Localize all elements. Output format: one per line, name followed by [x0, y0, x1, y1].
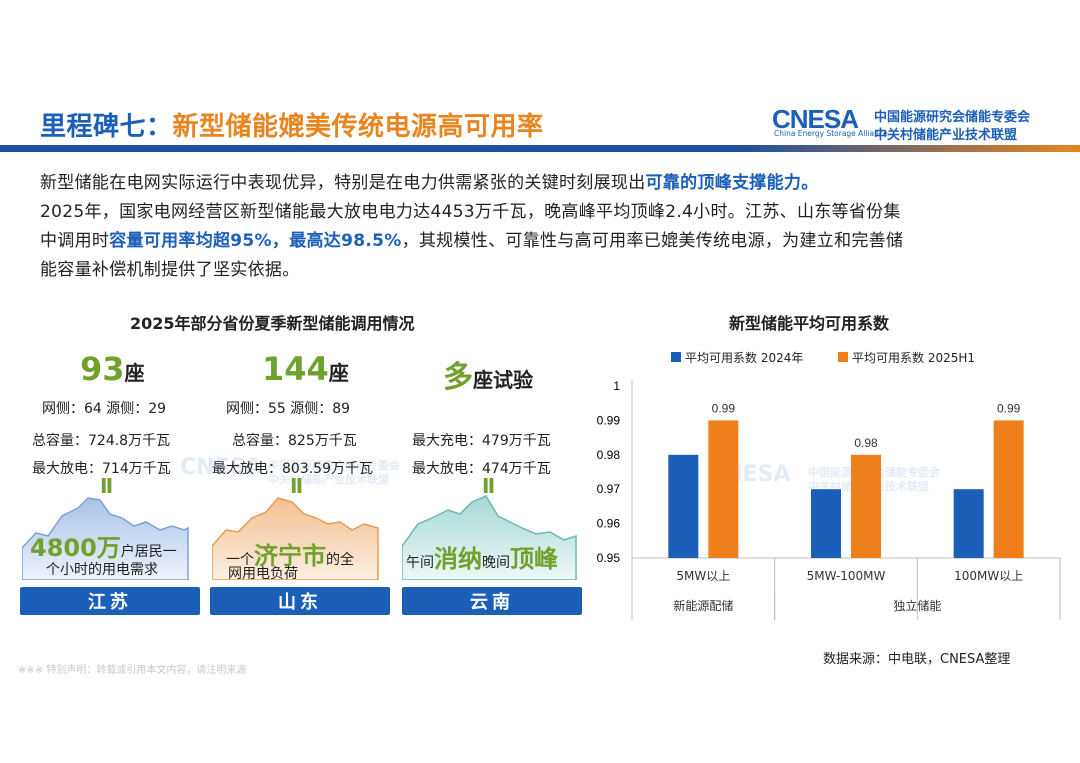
legend-label-2024: 平均可用系数 2024年 [685, 351, 804, 365]
legend-swatch-2024 [671, 352, 681, 362]
bar-2024 [811, 489, 841, 558]
intro-text: ，其规模性、可靠性与高可用率已媲美传统电源，为建立和完善储 [401, 231, 904, 251]
jiangsu-count-unit: 座 [124, 361, 145, 385]
shandong-grid-source: 网侧：55 源侧：89 [226, 401, 351, 417]
province-label-yunnan: 云南 [402, 587, 582, 615]
shandong-max-discharge: 最大放电：803.59万千瓦 [212, 461, 373, 477]
shandong-count-number: 144 [262, 350, 329, 388]
bar-data-label: 0.98 [854, 436, 878, 450]
jiangsu-highlight-line-2: 个小时的用电需求 [46, 562, 158, 578]
cnesa-logo: CNESA [772, 104, 859, 134]
yunnan-highlight: 午间消纳晚间顶峰 [406, 539, 558, 574]
yunnan-highlight-text: 午间 [406, 555, 434, 571]
page-title: 里程碑七：新型储能媲美传统电源高可用率 [40, 106, 544, 143]
jiangsu-highlight-text: 户居民一 [120, 544, 177, 560]
bar-data-label: 0.99 [712, 401, 736, 415]
shandong-count-unit: 座 [328, 361, 349, 385]
intro-emphasis: 容量可用率均超95%，最高达98.5% [109, 231, 402, 251]
x-category-label: 5MW以上 [676, 569, 730, 583]
y-tick-label: 0.98 [597, 448, 621, 462]
intro-line-3: 中调用时容量可用率均超95%，最高达98.5%，其规模性、可靠性与高可用率已媲美… [40, 226, 903, 251]
jiangsu-highlight-line-1: 4800万户居民一 [30, 528, 177, 563]
legend-label-2025h1: 平均可用系数 2025H1 [852, 351, 976, 365]
logo-chinese-name-2: 中关村储能产业技术联盟 [874, 128, 1018, 143]
jiangsu-load-curve [22, 497, 189, 580]
yunnan-count: 多座试验 [443, 352, 533, 396]
jiangsu-equals-icon: Ⅱ [100, 474, 114, 498]
yunnan-equals-icon: Ⅱ [482, 474, 496, 498]
yunnan-max-discharge: 最大放电：474万千瓦 [412, 461, 551, 477]
disclaimer: ※※※ 特别声明：转载或引用本文内容，请注明来源 [18, 665, 247, 676]
jiangsu-grid-source: 网侧：64 源侧：29 [42, 401, 167, 417]
shandong-highlight-text: 一个 [226, 552, 254, 568]
shandong-capacity: 总容量：825万千瓦 [232, 433, 357, 449]
watermark-text-2: 中关村储能产业技术联盟 [268, 473, 389, 486]
bar-2025h1 [851, 454, 881, 558]
intro-emphasis: 可靠的顶峰支撑能力。 [645, 173, 819, 193]
bar-2024 [953, 489, 984, 558]
province-label-shandong: 山东 [210, 587, 390, 615]
jiangsu-count: 93座 [80, 350, 145, 388]
y-tick-label: 0.97 [597, 482, 621, 496]
chart-title: 新型储能平均可用系数 [729, 314, 890, 333]
bar-chart: 0.95 0.96 0.97 0.98 0.99 1 0.99 5MW以上 0.98 5MW-10… [597, 379, 1061, 620]
watermark-logo: CNESA [180, 455, 263, 480]
x-category-label: 100MW以上 [954, 569, 1023, 583]
x-group-label: 独立储能 [893, 598, 941, 613]
logo-english-name: China Energy Storage Alliance [774, 129, 888, 138]
intro-text: 中调用时 [40, 231, 110, 251]
bar-2025h1 [993, 420, 1024, 558]
yunnan-count-number: 多 [443, 360, 473, 395]
shandong-highlight-text: 的全 [326, 552, 354, 568]
yunnan-highlight-text: 晚间 [482, 555, 510, 571]
y-tick-label: 0.95 [597, 551, 621, 565]
title-main: 新型储能媲美传统电源高可用率 [172, 112, 544, 142]
bar-data-label: 0.99 [997, 401, 1021, 415]
x-category-label: 5MW-100MW [807, 569, 886, 583]
intro-text: 新型储能在电网实际运行中表现优异，特别是在电力供需紧张的关键时刻展现出 [40, 173, 646, 193]
x-group-label: 新能源配储 [673, 598, 733, 613]
shandong-load-curve [212, 497, 379, 580]
jiangsu-capacity: 总容量：724.8万千瓦 [32, 433, 171, 449]
yunnan-load-curve [402, 495, 577, 580]
jiangsu-highlight-number: 4800万 [30, 534, 121, 562]
jiangsu-max-discharge: 最大放电：714万千瓦 [32, 461, 171, 477]
yunnan-count-unit: 座试验 [473, 368, 533, 392]
shandong-count: 144座 [262, 350, 349, 388]
logo-chinese-name-1: 中国能源研究会储能专委会 [874, 110, 1031, 125]
intro-line-4: 能容量补偿机制提供了坚实依据。 [40, 260, 300, 280]
shandong-highlight-line-2: 网用电负荷 [228, 566, 298, 582]
y-tick-label: 1 [613, 379, 620, 393]
header-divider-bar [0, 145, 1080, 152]
y-tick-label: 0.99 [597, 413, 621, 427]
yunnan-highlight-peak: 顶峰 [510, 545, 558, 573]
left-panel-title: 2025年部分省份夏季新型储能调用情况 [130, 314, 415, 333]
bar-2024 [668, 454, 699, 558]
yunnan-max-charge: 最大充电：479万千瓦 [412, 433, 551, 449]
jiangsu-count-number: 93 [80, 350, 125, 388]
province-label-jiangsu: 江苏 [20, 587, 200, 615]
legend-swatch-2025h1 [838, 352, 848, 362]
shandong-equals-icon: Ⅱ [290, 474, 304, 498]
title-prefix: 里程碑七： [40, 112, 173, 142]
shandong-highlight-city: 济宁市 [254, 542, 326, 570]
intro-line-1: 新型储能在电网实际运行中表现优异，特别是在电力供需紧张的关键时刻展现出可靠的顶峰… [40, 168, 819, 193]
bar-2025h1 [708, 420, 739, 558]
yunnan-highlight-absorb: 消纳 [434, 545, 482, 573]
watermark-text-1: 中国能源研究会储能专委会 [268, 459, 400, 472]
y-tick-label: 0.96 [597, 517, 621, 531]
data-source: 数据来源：中电联，CNESA整理 [823, 652, 1011, 667]
intro-line-2: 2025年，国家电网经营区新型储能最大放电电力达4453万千瓦，晚高峰平均顶峰2… [40, 202, 901, 222]
shandong-highlight-line-1: 一个济宁市的全 [226, 536, 354, 571]
